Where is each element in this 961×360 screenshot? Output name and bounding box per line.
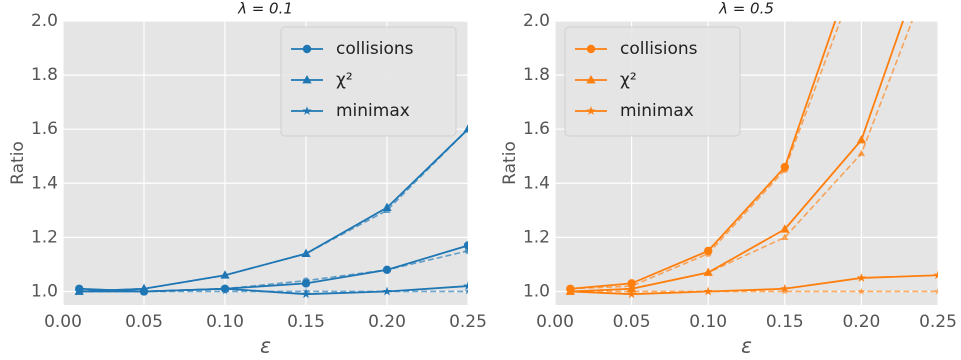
legend-label: collisions [620,39,698,59]
y-axis-label: Ratio [500,141,520,185]
legend-marker [586,74,596,84]
series-marker [302,287,310,295]
series-line [570,21,842,290]
y-tick-label: 2.0 [523,11,550,31]
series-marker [704,268,712,276]
x-tick-label: 0.25 [449,312,487,332]
series-marker [857,287,866,295]
x-axis-label: ε [741,334,752,358]
series-marker [856,134,867,144]
x-tick-label: 0.15 [766,312,804,332]
y-tick-label: 1.6 [523,119,550,139]
series-marker [221,271,229,278]
legend-marker [302,106,312,115]
x-tick-label: 0.20 [842,312,880,332]
x-tick-label: 0.10 [206,312,244,332]
x-tick-label: 0.00 [536,312,574,332]
series-marker [140,287,148,295]
y-tick-label: 1.6 [31,119,58,139]
y-tick-label: 1.8 [31,65,58,85]
series-line [570,21,837,290]
chart-title: λ = 0.1 [237,0,293,18]
series-marker [704,250,712,257]
x-tick-label: 0.05 [125,312,163,332]
legend-label: χ² [620,70,637,90]
series-marker [704,287,712,295]
x-tick-label: 0.10 [689,312,727,332]
y-tick-label: 1.8 [523,65,550,85]
series-marker [221,287,229,295]
series-marker [933,270,938,280]
series-marker [566,287,574,295]
y-tick-label: 1.2 [31,227,58,247]
x-tick-label: 0.00 [44,312,82,332]
legend-label: χ² [336,70,353,90]
legend-box [564,26,741,137]
legend-marker [302,44,312,54]
series-marker [383,266,391,274]
x-axis-label: ε [260,334,271,358]
series-marker [856,273,866,282]
x-tick-label: 0.05 [613,312,651,332]
y-tick-label: 1.0 [31,281,58,301]
series-line [570,274,938,296]
series-marker [781,166,789,174]
legend-label: minimax [620,101,694,121]
series-marker [463,281,468,290]
series-marker [781,233,789,241]
series-marker [383,206,391,213]
legend-box [280,26,457,137]
series-marker [464,125,468,132]
series-marker [464,247,468,255]
legend-marker [302,74,312,84]
series-marker [627,287,636,295]
legend-marker [586,44,596,54]
y-tick-label: 1.0 [523,281,550,301]
plot-series [565,21,938,299]
x-tick-label: 0.15 [287,312,325,332]
chart-title: λ = 0.5 [718,0,774,18]
series-line [570,21,913,293]
y-tick-label: 1.4 [31,173,58,193]
series-marker [781,287,789,295]
x-tick-label: 0.25 [919,312,957,332]
legend-label: minimax [336,101,410,121]
series-marker [780,224,790,233]
y-tick-label: 1.2 [523,227,550,247]
plot-series [74,124,468,299]
series-marker [857,149,866,157]
series-marker [934,287,938,295]
series-marker [383,287,391,295]
y-tick-label: 1.4 [523,173,550,193]
series-marker [463,241,468,250]
series-marker [301,289,311,299]
y-axis-label: Ratio [8,141,28,185]
series-marker [75,287,83,295]
series-marker [464,287,468,295]
series-marker [302,249,310,257]
x-tick-label: 0.20 [368,312,406,332]
series-line [570,21,904,293]
series-line [79,128,468,293]
series-marker [302,277,310,284]
series-marker [627,289,637,299]
y-tick-label: 2.0 [31,11,58,31]
legend-marker [586,106,596,115]
legend-label: collisions [336,39,414,59]
